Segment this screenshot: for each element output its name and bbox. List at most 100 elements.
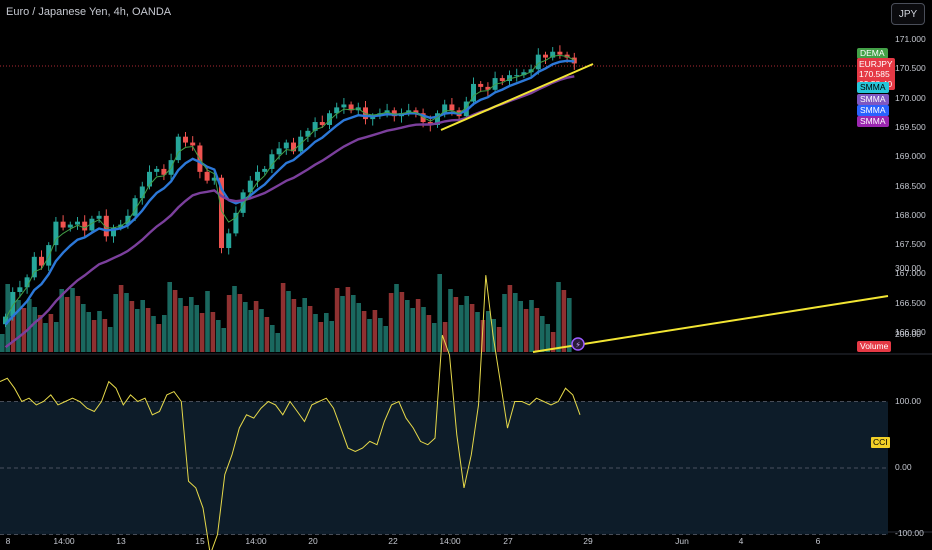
- volume-bar: [286, 291, 291, 352]
- candle-body: [240, 192, 246, 213]
- volume-bar: [307, 306, 313, 352]
- candle-body: [391, 110, 397, 117]
- candle-body: [75, 221, 80, 225]
- trendline-volume: [532, 295, 889, 353]
- volume-bar: [118, 285, 124, 352]
- volume-bar: [540, 316, 545, 352]
- volume-bar: [367, 319, 372, 352]
- candle-body: [3, 316, 8, 325]
- volume-bar: [108, 327, 113, 352]
- volume-bar: [496, 327, 502, 352]
- volume-bar: [97, 311, 102, 352]
- volume-bar: [334, 288, 340, 352]
- volume-bar: [518, 301, 523, 352]
- volume-bar: [27, 299, 32, 352]
- candle-body: [463, 101, 469, 117]
- volume-bar: [70, 288, 75, 352]
- volume-bar: [464, 296, 469, 352]
- candle-body: [39, 256, 44, 266]
- volume-bar: [324, 313, 329, 352]
- candle-body: [255, 171, 260, 181]
- smma-tag-4: SMMA: [857, 116, 889, 127]
- trendline-price: [440, 63, 594, 131]
- volume-bar: [64, 297, 70, 352]
- candle-body: [442, 104, 448, 114]
- candle-body: [103, 215, 109, 237]
- volume-bar: [453, 297, 459, 352]
- candle-body: [305, 130, 311, 137]
- candle-body: [471, 83, 476, 102]
- price-tag-price: 170.585: [859, 69, 890, 79]
- time-tick: 22: [388, 536, 398, 546]
- candle-body: [291, 142, 296, 152]
- volume-bar: [421, 307, 426, 352]
- volume-bar: [259, 309, 264, 352]
- volume-bar: [253, 301, 259, 352]
- candle-body: [478, 83, 484, 87]
- volume-bar: [199, 313, 205, 352]
- volume-bar: [313, 314, 318, 352]
- volume-bar: [248, 310, 253, 352]
- candle-body: [543, 54, 548, 58]
- candle-body: [161, 168, 167, 175]
- candle-body: [67, 224, 73, 228]
- candle-body: [96, 215, 102, 219]
- candle-body: [514, 75, 520, 77]
- volume-bar: [270, 325, 275, 352]
- volume-bar: [475, 312, 480, 352]
- candle-body: [507, 75, 512, 82]
- candle-body: [276, 148, 282, 155]
- cci-tick: 300.00: [895, 262, 921, 273]
- candle-body: [528, 69, 534, 73]
- volume-bar: [523, 309, 529, 352]
- volume-bars: [0, 274, 572, 352]
- candle-body: [449, 104, 455, 111]
- smma-tag-2: SMMA: [857, 94, 889, 105]
- candle-body: [226, 233, 232, 249]
- volume-bar: [221, 328, 226, 352]
- volume-bar: [183, 306, 189, 352]
- volume-bar: [410, 308, 415, 352]
- volume-bar: [10, 292, 16, 352]
- volume-bar: [345, 287, 351, 352]
- candle-body: [435, 113, 440, 125]
- price-tick: 166.500: [895, 297, 926, 308]
- candle-body: [348, 104, 354, 111]
- volume-bar: [442, 322, 448, 352]
- candle-body: [521, 72, 527, 76]
- time-tick: 8: [5, 536, 11, 546]
- candle-body: [24, 277, 30, 288]
- volume-bar: [556, 282, 561, 352]
- volume-bar: [415, 299, 421, 352]
- currency-button[interactable]: JPY: [891, 3, 925, 25]
- dema-tag: DEMA: [857, 48, 888, 59]
- volume-bar: [135, 309, 140, 352]
- volume-bar: [513, 293, 518, 352]
- volume-bar: [113, 294, 118, 352]
- cci-tick: 200.00: [895, 329, 921, 340]
- volume-bar: [426, 315, 432, 352]
- volume-bar: [507, 285, 513, 352]
- volume-bar: [372, 310, 378, 352]
- candle-body: [319, 122, 325, 125]
- volume-bar: [545, 324, 550, 352]
- volume-bar: [145, 308, 151, 352]
- candle-body: [334, 107, 340, 114]
- candle-body: [413, 110, 419, 114]
- candle-body: [31, 256, 37, 278]
- trendlines: ⚡: [440, 63, 889, 353]
- volume-bar: [178, 298, 183, 352]
- candle-body: [262, 168, 268, 172]
- candle-body: [132, 198, 138, 216]
- price-tick: 167.500: [895, 239, 926, 250]
- volume-bar: [405, 300, 410, 352]
- volume-bar: [486, 311, 491, 352]
- candle-body: [283, 142, 289, 149]
- volume-bar: [167, 282, 172, 352]
- volume-bar: [480, 320, 486, 352]
- candle-body: [10, 291, 16, 317]
- candle-body: [46, 245, 52, 266]
- lightning-icon: ⚡: [575, 341, 581, 350]
- candle-body: [154, 168, 160, 172]
- price-tick: 169.500: [895, 121, 926, 132]
